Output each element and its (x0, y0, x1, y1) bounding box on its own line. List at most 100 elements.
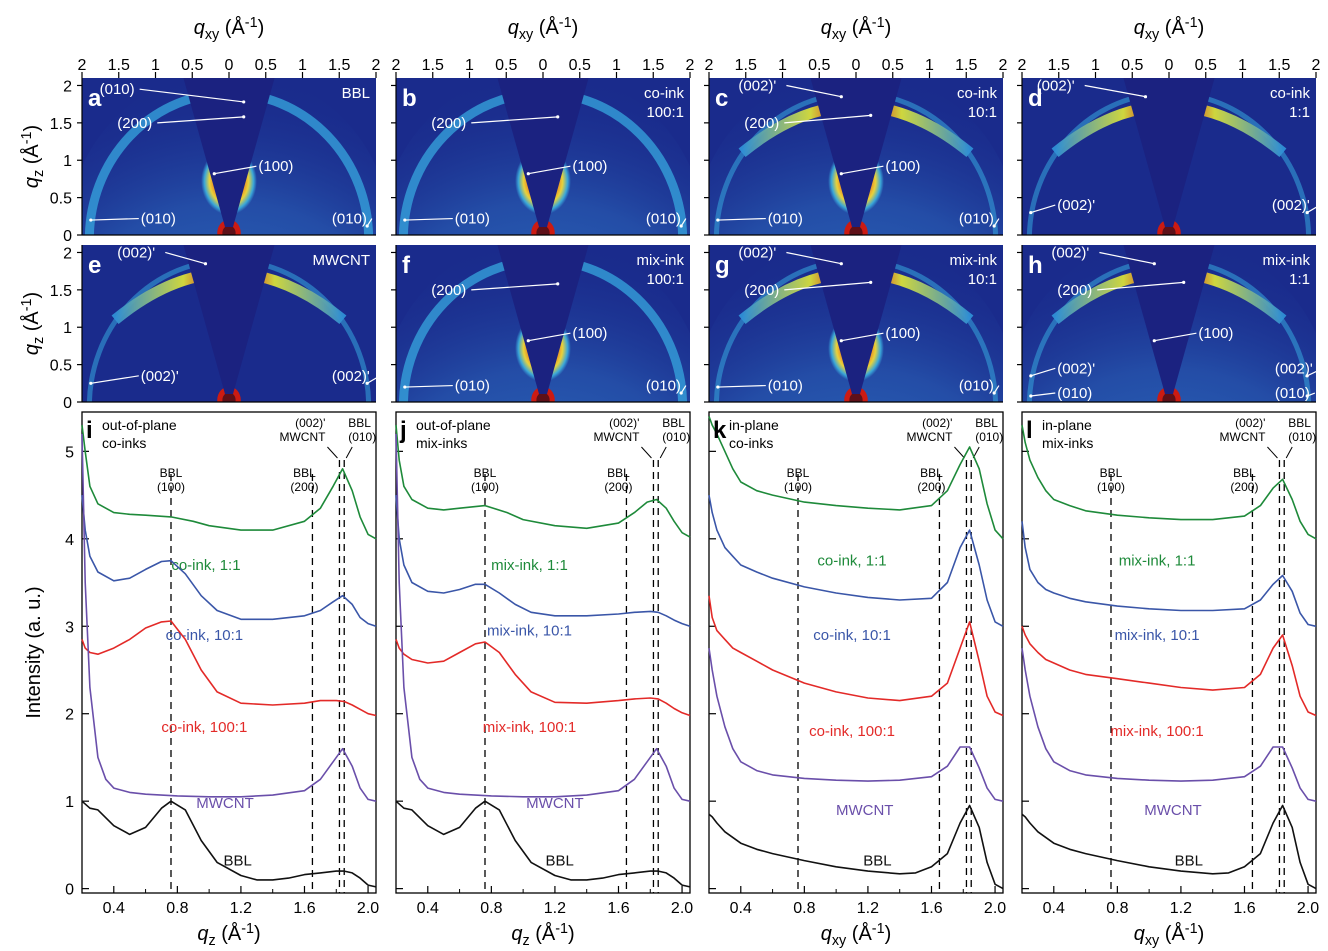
qxy-tick-label: 2 (392, 57, 401, 74)
sample-label: co-ink (644, 85, 685, 102)
plot-frame (1021, 411, 1317, 894)
x-tick-label: 0.8 (793, 900, 815, 917)
peak-arrow (1099, 251, 1155, 265)
sample-label: 10:1 (968, 104, 997, 121)
qz-tick-label: 1.5 (50, 116, 72, 133)
peak-arrow-head (992, 224, 996, 228)
x-tick-label: 2.0 (984, 900, 1006, 917)
image-panel-a (82, 78, 376, 235)
peak-arrow (1030, 204, 1056, 214)
missing-wedge (497, 78, 589, 227)
series-label: BBL (863, 853, 891, 870)
x-tick-label: 1.2 (857, 900, 879, 917)
qxy-tick-label: 1 (612, 57, 621, 74)
reference-label: MWCNT (906, 430, 953, 444)
peak-arrow (786, 251, 842, 265)
reference-pointer (345, 446, 353, 459)
peak-arrow-head (526, 172, 530, 176)
peak-arrow-head (869, 280, 873, 284)
peak-label: (200) (117, 115, 152, 132)
series-label: mix-ink, 10:1 (1115, 627, 1200, 644)
peak-arrow-head (869, 113, 873, 117)
profile-description: mix-inks (1042, 435, 1093, 451)
reference-pointer (1285, 446, 1293, 459)
x-tick-label: 1.6 (607, 900, 629, 917)
missing-wedge (1123, 245, 1215, 394)
series-label: mix-ink, 100:1 (1110, 723, 1203, 740)
panel-letter: k (713, 417, 727, 444)
series-line (395, 639, 691, 717)
y-tick-label: 4 (65, 532, 74, 549)
panel-letter: c (715, 85, 728, 112)
qxy-tick-label: 0.5 (255, 57, 277, 74)
peak-arrow (1154, 332, 1197, 342)
qz-tick-label: 2 (63, 78, 72, 95)
reference-label: (200) (917, 480, 945, 494)
reference-label: BBL (920, 466, 943, 480)
sample-label: mix-ink (950, 252, 998, 269)
reference-label: (010) (1288, 430, 1316, 444)
qz-axis-title: qz (Å-1) (19, 125, 47, 188)
profile-panel-i: 0.4 0.8 1.2 1.6 2.0 0 1 2 3 4 5 qz (Å-1) Intensity (… (23, 411, 379, 949)
panel-letter: h (1028, 252, 1043, 279)
profile-description: out-of-plane (102, 417, 177, 433)
plot-frame (395, 411, 691, 894)
reference-label: (010) (662, 430, 690, 444)
series-line (395, 425, 691, 538)
beam-center (536, 392, 550, 402)
series-line (81, 433, 377, 802)
series-label: mix-ink, 1:1 (1119, 553, 1196, 570)
profile-description: co-inks (729, 435, 773, 451)
peak-label: (010) (646, 211, 681, 228)
image-panel-e (82, 245, 376, 402)
missing-wedge (810, 78, 902, 227)
image-axes: 2 1.5 1 0.5 0 0.5 1 1.5 2 qxy (Å-1) 2 1.5 1 0.5 0 0.5 1 1… (19, 15, 1321, 412)
x-axis-title: qxy (Å-1) (1134, 921, 1205, 949)
reference-label: BBL (160, 466, 183, 480)
peak-arrow-head (992, 391, 996, 395)
qxy-axis-title: qxy (Å-1) (508, 15, 579, 43)
reference-label: (100) (157, 480, 185, 494)
peak-arrow (1084, 84, 1146, 98)
beam-center (536, 225, 550, 235)
series-label: co-ink, 1:1 (817, 553, 886, 570)
sample-label: BBL (342, 85, 370, 102)
series-label: co-ink, 100:1 (809, 723, 895, 740)
peak-arrow-head (212, 172, 216, 176)
peak-arrow-head (1152, 339, 1156, 343)
panel-letter: g (715, 252, 730, 279)
series-line (395, 800, 691, 888)
x-tick-label: 1.6 (1233, 900, 1255, 917)
peak-label: (100) (885, 158, 920, 175)
peak-label: (002)' (332, 368, 370, 385)
qxy-tick-label: 1.5 (955, 57, 977, 74)
beam-center (1162, 225, 1176, 235)
qz-tick-label: 0 (63, 228, 72, 245)
qxy-tick-label: 1.5 (735, 57, 757, 74)
qxy-tick-label: 0 (1165, 57, 1174, 74)
peak-label: (010) (768, 211, 803, 228)
peak-label: (010) (100, 81, 135, 98)
series-line (708, 416, 1004, 540)
reference-label: BBL (1100, 466, 1123, 480)
peak-arrow (1306, 367, 1324, 377)
qxy-tick-label: 1 (151, 57, 160, 74)
x-axis-title: qz (Å-1) (511, 921, 574, 949)
x-tick-label: 1.6 (293, 900, 315, 917)
peak-arrow-head (242, 100, 246, 104)
image-panel-d (1022, 78, 1316, 235)
panel-letter: j (399, 417, 407, 444)
series-line (395, 433, 691, 802)
panel-letter: i (86, 417, 93, 444)
profile-description: in-plane (1042, 417, 1092, 433)
reference-label: BBL (1233, 466, 1256, 480)
y-tick-label: 1 (65, 794, 74, 811)
reference-label: BBL (662, 416, 685, 430)
qxy-tick-label: 0.5 (181, 57, 203, 74)
qxy-tick-label: 2 (1018, 57, 1027, 74)
peak-arrow-head (839, 339, 843, 343)
qz-tick-label: 0.5 (50, 191, 72, 208)
reference-label: (002)' (922, 416, 952, 430)
peak-arrow-head (1182, 280, 1186, 284)
